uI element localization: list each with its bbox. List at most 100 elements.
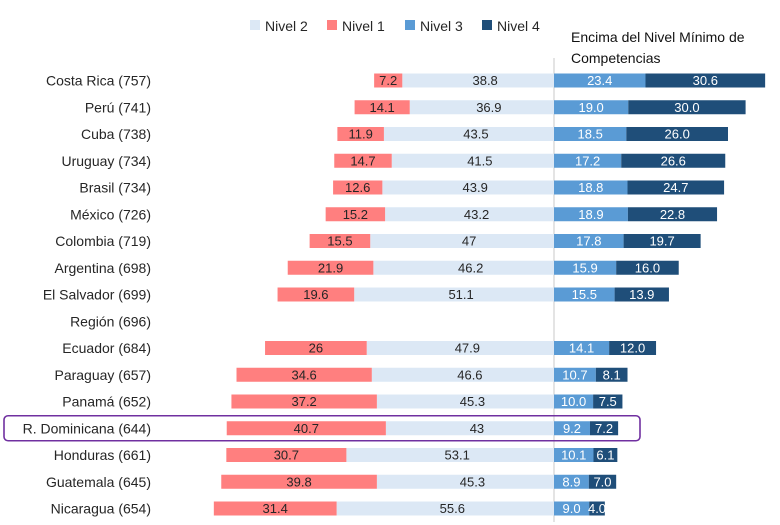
bar-label-nivel-1: 30.7	[274, 448, 299, 463]
bar-nivel-2	[402, 73, 554, 88]
bar-label-nivel-4: 26.6	[661, 153, 686, 168]
bar-nivel-3	[554, 287, 615, 302]
category-label: Cuba (738)	[81, 126, 151, 142]
bar-label-nivel-3: 10.0	[561, 394, 586, 409]
bar-nivel-2	[385, 421, 554, 436]
bar-nivel-4	[609, 341, 657, 355]
bar-nivel-1	[265, 341, 367, 355]
bar-nivel-4	[589, 501, 605, 516]
bar-nivel-1	[374, 73, 403, 88]
bar-nivel-1	[325, 207, 386, 222]
bar-nivel-3	[554, 367, 596, 382]
category-label: Panamá (652)	[62, 394, 151, 410]
bar-nivel-3	[554, 127, 627, 141]
category-label: Colombia (719)	[55, 233, 151, 249]
bar-label-nivel-2: 36.9	[476, 100, 501, 115]
bar-nivel-2	[385, 207, 554, 222]
bar-nivel-1	[236, 367, 372, 382]
bar-label-nivel-4: 8.1	[603, 367, 621, 382]
bar-label-nivel-3: 18.8	[578, 180, 603, 195]
bar-nivel-3	[554, 153, 622, 168]
bar-label-nivel-4: 16.0	[635, 260, 660, 275]
bar-nivel-1	[337, 127, 384, 141]
bar-label-nivel-4: 6.1	[596, 448, 614, 463]
bar-nivel-1	[334, 153, 392, 168]
bar-label-nivel-3: 17.8	[576, 234, 601, 249]
bar-nivel-4	[627, 180, 725, 195]
bar-label-nivel-3: 19.0	[578, 100, 603, 115]
bar-label-nivel-4: 19.7	[649, 234, 674, 249]
bar-nivel-3	[554, 73, 646, 88]
bar-label-nivel-3: 14.1	[569, 341, 594, 356]
category-label: Costa Rica (757)	[46, 73, 151, 89]
bar-nivel-2	[371, 367, 554, 382]
category-label: Región (696)	[70, 313, 151, 329]
bar-nivel-4	[645, 73, 766, 88]
bar-label-nivel-4: 26.0	[665, 127, 690, 142]
bar-label-nivel-4: 7.2	[595, 421, 613, 436]
bar-label-nivel-2: 43.9	[463, 180, 488, 195]
bar-label-nivel-4: 4.0	[588, 501, 606, 516]
bar-nivel-2	[370, 234, 554, 248]
legend-label: Nivel 1	[342, 18, 385, 34]
bar-label-nivel-3: 10.7	[562, 367, 587, 382]
bar-label-nivel-1: 34.6	[291, 367, 316, 382]
bar-nivel-3	[554, 234, 624, 248]
bar-nivel-4	[621, 153, 726, 168]
legend-label: Nivel 3	[420, 18, 463, 34]
bar-nivel-4	[614, 287, 669, 302]
bar-label-nivel-2: 43.5	[463, 127, 488, 142]
bar-nivel-3	[554, 421, 590, 436]
category-label: Ecuador (684)	[62, 340, 151, 356]
above-minimum-annotation: Encima del Nivel Mínimo de Competencias	[571, 29, 745, 66]
bar-label-nivel-4: 22.8	[660, 207, 685, 222]
bar-nivel-3	[554, 474, 589, 489]
bar-nivel-3	[554, 100, 629, 115]
category-label: Honduras (661)	[54, 447, 151, 463]
bar-nivel-1	[333, 180, 383, 195]
bar-label-nivel-3: 18.5	[578, 127, 603, 142]
bar-label-nivel-4: 12.0	[620, 341, 645, 356]
bar-label-nivel-2: 51.1	[448, 287, 473, 302]
bar-label-nivel-2: 46.2	[458, 260, 483, 275]
category-label: México (726)	[70, 206, 151, 222]
category-label: Paraguay (657)	[54, 367, 151, 383]
legend-swatch	[250, 20, 260, 30]
bar-label-nivel-2: 38.8	[472, 73, 497, 88]
bar-nivel-4	[627, 207, 718, 222]
bar-nivel-2	[373, 260, 554, 275]
bar-label-nivel-2: 41.5	[467, 153, 492, 168]
bar-nivel-2	[346, 448, 554, 462]
category-label: Perú (741)	[85, 99, 151, 115]
bar-label-nivel-3: 17.2	[575, 153, 600, 168]
bar-nivel-4	[623, 234, 701, 248]
bar-label-nivel-3: 10.1	[561, 448, 586, 463]
category-label: R. Dominicana (644)	[23, 420, 151, 436]
bar-nivel-3	[554, 448, 594, 462]
bar-label-nivel-2: 45.3	[460, 394, 485, 409]
bar-label-nivel-3: 9.0	[563, 501, 581, 516]
bar-nivel-2	[376, 474, 554, 489]
category-label: El Salvador (699)	[43, 287, 151, 303]
bar-label-nivel-1: 14.1	[369, 100, 394, 115]
bar-nivel-1	[226, 448, 347, 462]
bar-label-nivel-1: 39.8	[286, 474, 311, 489]
bar-label-nivel-2: 47	[462, 234, 476, 249]
legend-label: Nivel 4	[497, 18, 540, 34]
bar-label-nivel-3: 9.2	[563, 421, 581, 436]
category-label: Nicaragua (654)	[51, 501, 151, 517]
category-label: Argentina (698)	[54, 260, 151, 276]
bar-nivel-2	[366, 341, 554, 355]
legend-label: Nivel 2	[265, 18, 308, 34]
bar-label-nivel-3: 15.9	[572, 260, 597, 275]
bar-label-nivel-1: 26	[309, 341, 323, 356]
bar-label-nivel-1: 19.6	[303, 287, 328, 302]
bar-label-nivel-1: 40.7	[294, 421, 319, 436]
legend-swatch	[405, 20, 415, 30]
bar-label-nivel-1: 14.7	[350, 153, 375, 168]
bar-nivel-3	[554, 260, 617, 275]
highlight-box	[3, 414, 641, 442]
bar-nivel-1	[309, 234, 371, 248]
bar-nivel-4	[589, 421, 619, 436]
bar-nivel-1	[354, 100, 410, 115]
